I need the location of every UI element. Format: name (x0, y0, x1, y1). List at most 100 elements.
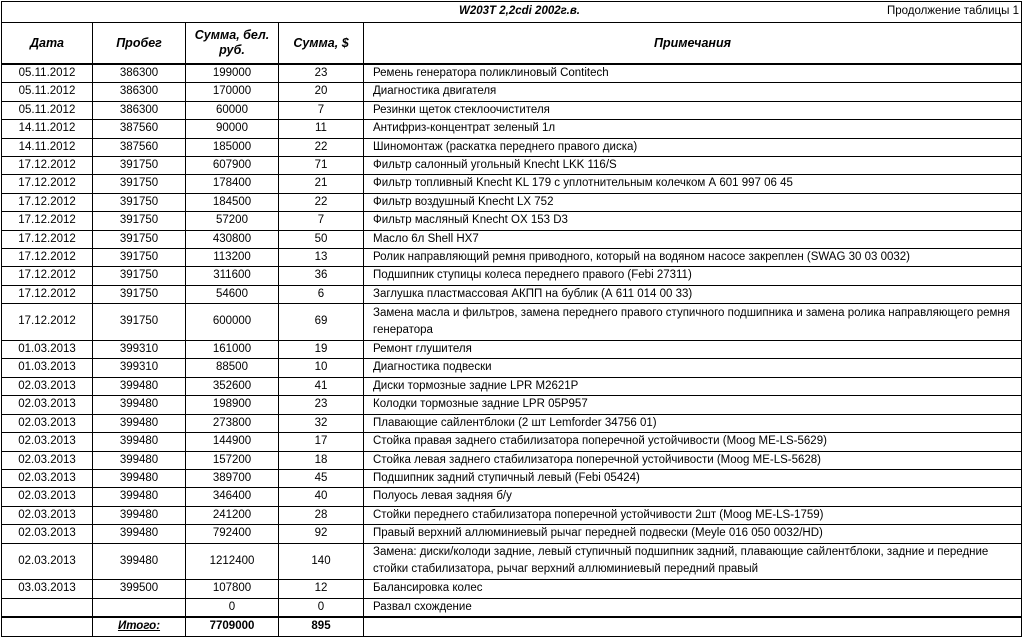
sum-byr-cell[interactable]: 60000 (185, 100, 279, 121)
sum-byr-cell[interactable]: 184500 (185, 192, 279, 213)
total-empty-cell[interactable] (1, 616, 93, 637)
notes-cell[interactable]: Масло 6л Shell HX7 (363, 229, 1022, 250)
date-cell[interactable]: 02.03.2013 (1, 395, 93, 415)
mileage-cell[interactable]: 391750 (92, 284, 186, 305)
notes-cell[interactable]: Фильтр топливный Knecht KL 179 с уплотни… (363, 174, 1022, 194)
mileage-cell[interactable]: 399480 (92, 505, 186, 526)
sum-usd-cell[interactable]: 10 (278, 358, 364, 378)
sum-usd-cell[interactable]: 22 (278, 192, 364, 213)
sum-byr-cell[interactable]: 241200 (185, 505, 279, 526)
sum-usd-cell[interactable]: 45 (278, 468, 364, 489)
mileage-cell[interactable]: 399500 (92, 579, 186, 599)
notes-cell[interactable]: Ремонт глушителя (363, 340, 1022, 360)
sum-byr-cell[interactable]: 178400 (185, 174, 279, 194)
sum-byr-cell[interactable]: 607900 (185, 156, 279, 176)
sum-byr-cell[interactable]: 161000 (185, 340, 279, 360)
mileage-cell[interactable]: 386300 (92, 100, 186, 121)
date-cell[interactable]: 17.12.2012 (1, 229, 93, 250)
sum-usd-cell[interactable]: 23 (278, 395, 364, 415)
sum-byr-cell[interactable]: 0 (185, 597, 279, 618)
mileage-cell[interactable]: 399480 (92, 542, 186, 581)
sum-usd-cell[interactable]: 13 (278, 248, 364, 268)
sum-usd-cell[interactable]: 0 (278, 597, 364, 618)
sum-usd-cell[interactable]: 6 (278, 284, 364, 305)
date-cell[interactable]: 17.12.2012 (1, 211, 93, 231)
sum-byr-cell[interactable]: 198900 (185, 395, 279, 415)
date-cell[interactable]: 02.03.2013 (1, 432, 93, 452)
date-cell[interactable]: 01.03.2013 (1, 340, 93, 360)
mileage-cell[interactable]: 399480 (92, 395, 186, 415)
notes-cell[interactable]: Полуось левая задняя б/у (363, 487, 1022, 507)
sum-byr-cell[interactable]: 1212400 (185, 542, 279, 581)
date-cell[interactable] (1, 597, 93, 618)
notes-cell[interactable]: Стойка правая заднего стабилизатора попе… (363, 432, 1022, 452)
sum-byr-cell[interactable]: 157200 (185, 450, 279, 470)
sum-usd-cell[interactable]: 36 (278, 266, 364, 286)
total-sum-usd[interactable]: 895 (278, 616, 364, 637)
mileage-cell[interactable]: 399480 (92, 487, 186, 507)
mileage-cell[interactable]: 399480 (92, 413, 186, 434)
header-mileage[interactable]: Пробег (92, 22, 186, 65)
date-cell[interactable]: 02.03.2013 (1, 468, 93, 489)
date-cell[interactable]: 05.11.2012 (1, 82, 93, 102)
date-cell[interactable]: 02.03.2013 (1, 376, 93, 397)
notes-cell[interactable]: Стойки переднего стабилизатора поперечно… (363, 505, 1022, 526)
header-notes[interactable]: Примечания (363, 22, 1022, 65)
date-cell[interactable]: 02.03.2013 (1, 505, 93, 526)
mileage-cell[interactable]: 399480 (92, 524, 186, 544)
notes-cell[interactable]: Стойка левая заднего стабилизатора попер… (363, 450, 1022, 470)
sum-byr-cell[interactable]: 90000 (185, 119, 279, 139)
sum-byr-cell[interactable]: 352600 (185, 376, 279, 397)
sum-byr-cell[interactable]: 144900 (185, 432, 279, 452)
header-sum-usd[interactable]: Сумма, $ (278, 22, 364, 65)
sum-usd-cell[interactable]: 28 (278, 505, 364, 526)
sum-usd-cell[interactable]: 20 (278, 82, 364, 102)
mileage-cell[interactable]: 399310 (92, 340, 186, 360)
notes-cell[interactable]: Замена масла и фильтров, замена переднег… (363, 303, 1022, 342)
sum-usd-cell[interactable]: 50 (278, 229, 364, 250)
notes-cell[interactable]: Диски тормозные задние LPR M2621P (363, 376, 1022, 397)
date-cell[interactable]: 02.03.2013 (1, 413, 93, 434)
date-cell[interactable]: 05.11.2012 (1, 63, 93, 84)
sum-usd-cell[interactable]: 19 (278, 340, 364, 360)
notes-cell[interactable]: Ремень генератора поликлиновый Contitech (363, 63, 1022, 84)
sum-usd-cell[interactable]: 12 (278, 579, 364, 599)
sum-byr-cell[interactable]: 107800 (185, 579, 279, 599)
sum-byr-cell[interactable]: 199000 (185, 63, 279, 84)
notes-cell[interactable]: Правый верхний аллюминиевый рычаг передн… (363, 524, 1022, 544)
mileage-cell[interactable]: 391750 (92, 211, 186, 231)
sum-byr-cell[interactable]: 346400 (185, 487, 279, 507)
sum-byr-cell[interactable]: 170000 (185, 82, 279, 102)
mileage-cell[interactable] (92, 597, 186, 618)
header-date[interactable]: Дата (1, 22, 93, 65)
notes-cell[interactable]: Колодки тормозные задние LPR 05P957 (363, 395, 1022, 415)
mileage-cell[interactable]: 391750 (92, 266, 186, 286)
date-cell[interactable]: 02.03.2013 (1, 542, 93, 581)
mileage-cell[interactable]: 391750 (92, 229, 186, 250)
date-cell[interactable]: 17.12.2012 (1, 248, 93, 268)
date-cell[interactable]: 17.12.2012 (1, 303, 93, 342)
sum-byr-cell[interactable]: 600000 (185, 303, 279, 342)
sum-usd-cell[interactable]: 41 (278, 376, 364, 397)
sum-usd-cell[interactable]: 92 (278, 524, 364, 544)
mileage-cell[interactable]: 399480 (92, 432, 186, 452)
notes-cell[interactable]: Резинки щеток стеклоочистителя (363, 100, 1022, 121)
sum-usd-cell[interactable]: 17 (278, 432, 364, 452)
sum-usd-cell[interactable]: 69 (278, 303, 364, 342)
sum-usd-cell[interactable]: 7 (278, 211, 364, 231)
sum-usd-cell[interactable]: 18 (278, 450, 364, 470)
sum-byr-cell[interactable]: 113200 (185, 248, 279, 268)
mileage-cell[interactable]: 399310 (92, 358, 186, 378)
date-cell[interactable]: 02.03.2013 (1, 487, 93, 507)
total-label-cell[interactable]: Итого: (92, 616, 186, 637)
sum-usd-cell[interactable]: 140 (278, 542, 364, 581)
mileage-cell[interactable]: 387560 (92, 137, 186, 158)
sum-usd-cell[interactable]: 32 (278, 413, 364, 434)
notes-cell[interactable]: Антифриз-концентрат зеленый 1л (363, 119, 1022, 139)
sum-usd-cell[interactable]: 71 (278, 156, 364, 176)
notes-cell[interactable]: Фильтр масляный Knecht OX 153 D3 (363, 211, 1022, 231)
title-cell[interactable]: Продолжение таблицы 1 W203T 2,2cdi 2002г… (1, 1, 1022, 23)
date-cell[interactable]: 17.12.2012 (1, 284, 93, 305)
mileage-cell[interactable]: 391750 (92, 303, 186, 342)
date-cell[interactable]: 14.11.2012 (1, 137, 93, 158)
